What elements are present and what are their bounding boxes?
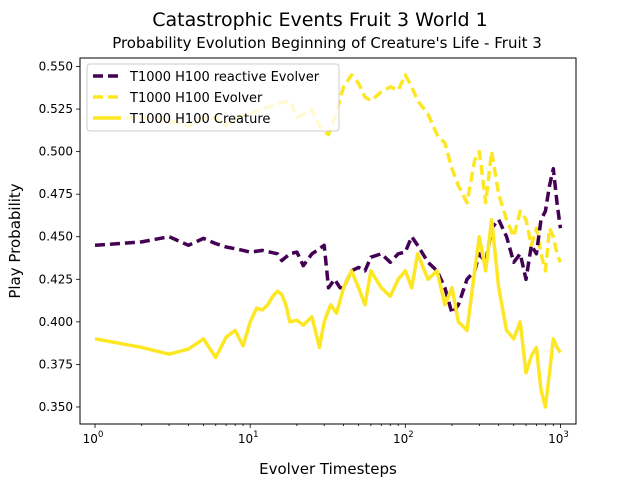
x-tick-label: 100 [83, 430, 104, 446]
legend: T1000 H100 reactive Evolver T1000 H100 Ev… [86, 63, 340, 132]
x-tick-label: 103 [548, 430, 569, 446]
y-tick-label: 0.425 [39, 272, 73, 286]
y-tick-label: 0.550 [39, 60, 73, 74]
y-tick-label: 0.500 [39, 145, 73, 159]
y-tick-label: 0.475 [39, 187, 73, 201]
axes-frame [79, 57, 577, 425]
x-tick-label: 102 [393, 430, 414, 446]
legend-label-1: T1000 H100 Evolver [129, 91, 263, 106]
legend-box [86, 63, 340, 132]
chart-subtitle: Probability Evolution Beginning of Creat… [112, 34, 542, 52]
x-tick-label: 101 [238, 430, 259, 446]
y-tick-label: 0.450 [39, 230, 73, 244]
y-axis-label: Play Probability [6, 183, 24, 298]
legend-label-2: T1000 H100 Creature [129, 112, 270, 127]
legend-label-0: T1000 H100 reactive Evolver [129, 70, 320, 85]
y-tick-label: 0.350 [39, 400, 73, 414]
x-axis-label: Evolver Timesteps [259, 460, 397, 478]
y-tick-label: 0.400 [39, 315, 73, 329]
series-line-2 [94, 217, 562, 409]
chart-title: Catastrophic Events Fruit 3 World 1 [152, 9, 487, 31]
y-tick-label: 0.525 [39, 102, 73, 116]
y-tick-label: 0.375 [39, 357, 73, 371]
y-axis: 0.350 0.375 0.400 0.425 0.450 0.475 0.500 0.525… [39, 60, 80, 414]
series-line-0 [94, 166, 563, 316]
x-axis: 100 101 102 103 [83, 424, 569, 446]
